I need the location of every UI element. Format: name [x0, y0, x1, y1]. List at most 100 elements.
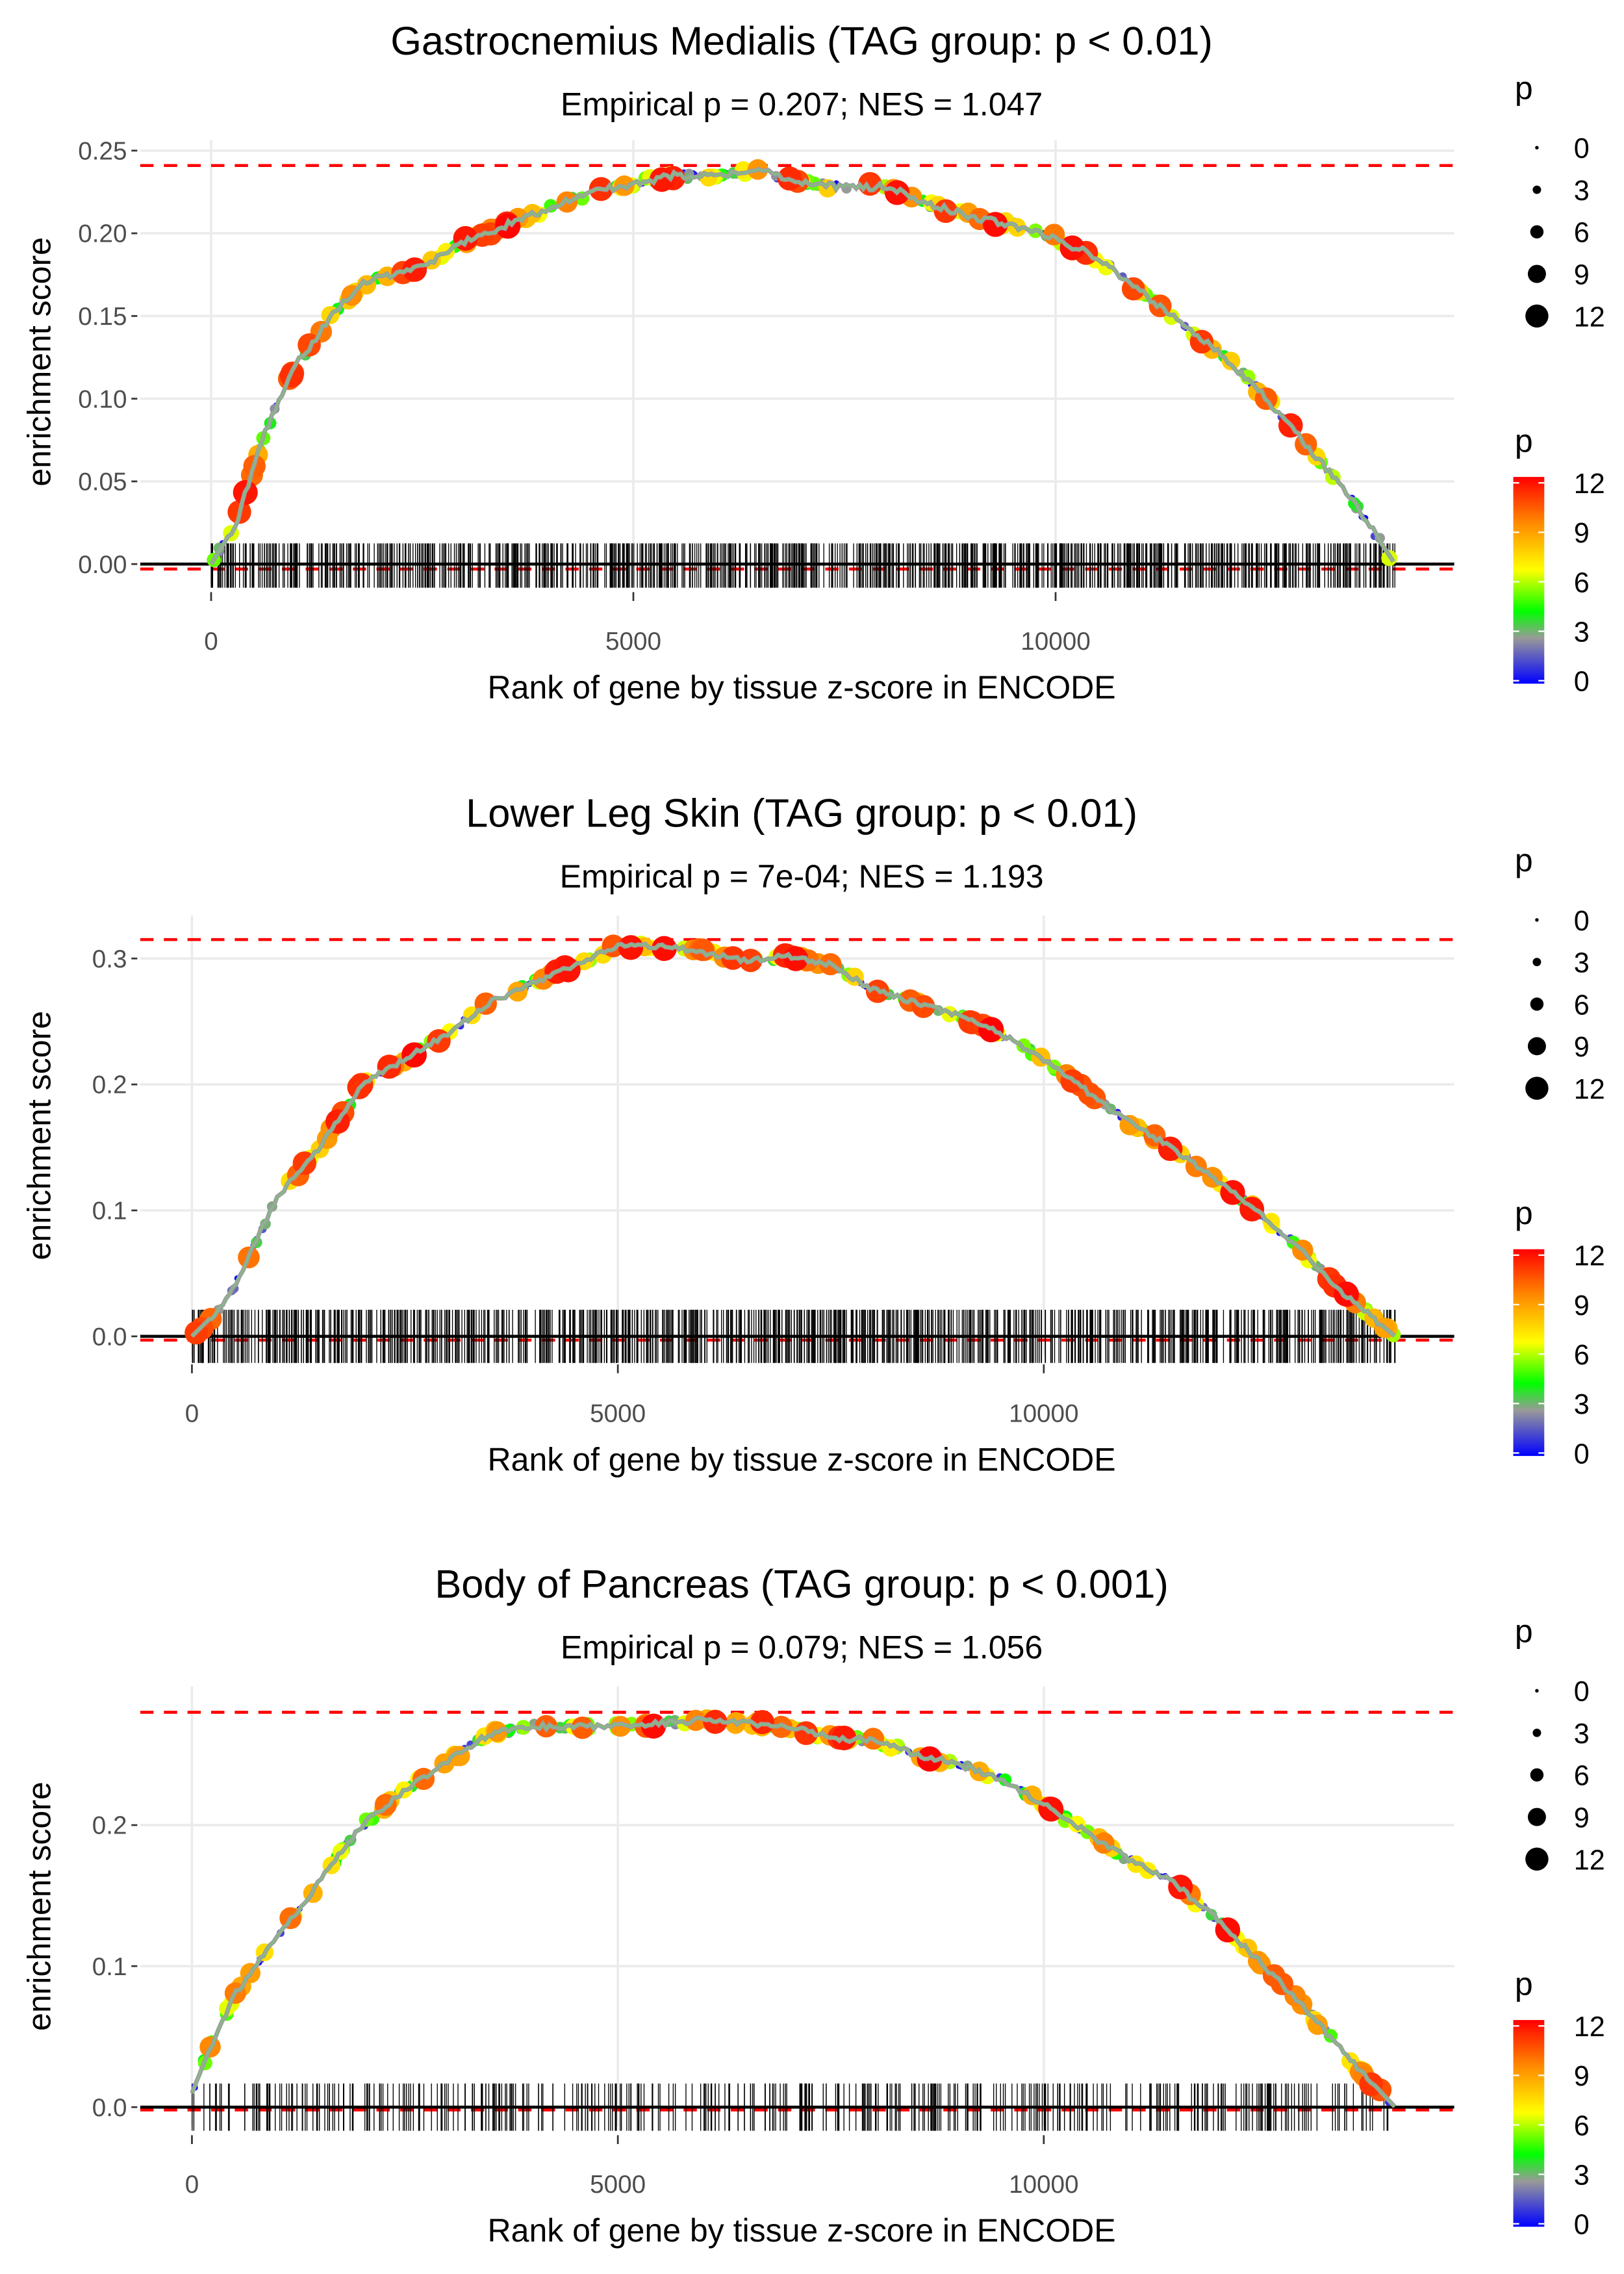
color-legend-label: 12: [1574, 2012, 1605, 2043]
color-legend-title: p: [1515, 422, 1533, 459]
color-legend-label: 6: [1574, 1340, 1590, 1371]
size-legend-dot: [1527, 1808, 1546, 1826]
size-legend-label: 6: [1574, 990, 1590, 1021]
enrichment-point: [571, 1716, 594, 1739]
x-tick-label: 0: [185, 2171, 199, 2199]
y-tick-label: 0.00: [78, 551, 127, 579]
x-tick-label: 5000: [590, 1400, 646, 1428]
enrichment-points: [207, 159, 1398, 567]
running-sum-line-highlight: [210, 168, 1394, 565]
size-legend-dot: [1535, 1689, 1539, 1693]
chart-title: Body of Pancreas (TAG group: p < 0.001): [435, 1562, 1169, 1607]
color-legend-label: 0: [1574, 1438, 1590, 1470]
size-legend-dot: [1525, 1847, 1549, 1871]
chart-title: Lower Leg Skin (TAG group: p < 0.01): [466, 791, 1137, 836]
enrichment-point: [649, 167, 674, 192]
chart-subtitle: Empirical p = 0.207; NES = 1.047: [561, 86, 1043, 122]
size-legend-dot: [1532, 958, 1542, 967]
x-tick-label: 5000: [590, 2171, 646, 2199]
size-legend-dot: [1527, 1037, 1546, 1056]
size-legend-label: 6: [1574, 218, 1590, 249]
y-tick-label: 0.15: [78, 303, 127, 331]
y-tick-label: 0.0: [92, 1323, 127, 1351]
y-axis-label: enrichment score: [21, 1011, 57, 1260]
color-legend-title: p: [1515, 1965, 1533, 2002]
running-sum-line: [190, 1715, 1397, 2108]
color-bar: [1513, 1249, 1545, 1456]
size-legend-dot: [1535, 918, 1539, 922]
color-legend: p 12 9 6 3 0: [1513, 1195, 1605, 1470]
y-tick-label: 0.1: [92, 1197, 127, 1225]
chart-subtitle: Empirical p = 7e-04; NES = 1.193: [560, 858, 1044, 895]
x-tick-label: 10000: [1009, 2171, 1078, 2199]
color-legend-label: 3: [1574, 1389, 1590, 1420]
size-legend-dot: [1527, 264, 1546, 283]
color-legend-label: 6: [1574, 567, 1590, 598]
size-legend-dot: [1532, 185, 1542, 194]
color-legend-label: 12: [1574, 1241, 1605, 1272]
size-legend-label: 0: [1574, 906, 1590, 937]
size-legend-label: 12: [1574, 1074, 1605, 1105]
x-tick-label: 10000: [1021, 628, 1090, 656]
enrichment-point: [618, 935, 644, 960]
color-legend-label: 3: [1574, 2160, 1590, 2191]
size-legend-dot: [1525, 304, 1549, 328]
size-legend-dot: [1535, 146, 1539, 150]
size-legend-label: 12: [1574, 1845, 1605, 1876]
color-legend-title: p: [1515, 1195, 1533, 1231]
color-legend-label: 9: [1574, 518, 1590, 549]
color-legend-label: 0: [1574, 2210, 1590, 2241]
chart-title: Gastrocnemius Medialis (TAG group: p < 0…: [390, 19, 1213, 64]
panel-2: Lower Leg Skin (TAG group: p < 0.01) Empi…: [21, 791, 1605, 1478]
x-axis-label: Rank of gene by tissue z-score in ENCODE: [488, 1442, 1116, 1478]
size-legend-label: 0: [1574, 1676, 1590, 1707]
size-legend-label: 9: [1574, 1803, 1590, 1834]
y-axis-label: enrichment score: [21, 1782, 57, 2031]
color-legend-label: 12: [1574, 468, 1605, 500]
size-legend-label: 3: [1574, 1718, 1590, 1750]
y-tick-label: 0.20: [78, 220, 127, 248]
size-legend: p 0 3 6 9 12: [1515, 1613, 1605, 1876]
enrichment-point: [610, 1715, 631, 1737]
enrichment-points: [191, 1709, 1393, 2106]
y-tick-label: 0.25: [78, 137, 127, 165]
y-tick-label: 0.3: [92, 945, 127, 973]
y-tick-label: 0.2: [92, 1071, 127, 1099]
size-legend-label: 9: [1574, 1032, 1590, 1063]
color-bar: [1513, 2020, 1545, 2227]
color-legend-label: 9: [1574, 1290, 1590, 1322]
size-legend-label: 0: [1574, 133, 1590, 164]
x-tick-label: 10000: [1009, 1400, 1078, 1428]
size-legend-label: 3: [1574, 175, 1590, 207]
x-axis-label: Rank of gene by tissue z-score in ENCODE: [488, 2212, 1116, 2249]
running-sum-line-highlight: [191, 943, 1395, 1337]
size-legend-dot: [1530, 225, 1544, 239]
y-tick-label: 0.05: [78, 468, 127, 496]
x-tick-label: 0: [185, 1400, 199, 1428]
x-tick-label: 0: [204, 628, 218, 656]
running-sum-line: [190, 941, 1397, 1338]
enrichment-point: [1119, 1115, 1140, 1136]
enrichment-points: [184, 934, 1401, 1345]
size-legend-dot: [1530, 1768, 1544, 1782]
y-axis-label: enrichment score: [21, 237, 57, 486]
size-legend-title: p: [1515, 70, 1533, 106]
color-legend-label: 3: [1574, 617, 1590, 648]
panel-3: Body of Pancreas (TAG group: p < 0.001) E…: [21, 1562, 1605, 2249]
y-tick-label: 0.10: [78, 385, 127, 413]
size-legend: p 0 3 6 9 12: [1515, 842, 1605, 1105]
panel-1: Gastrocnemius Medialis (TAG group: p < 0…: [21, 19, 1605, 706]
size-legend: p 0 3 6 9 12: [1515, 70, 1605, 333]
y-tick-label: 0.0: [92, 2094, 127, 2122]
size-legend-label: 3: [1574, 948, 1590, 979]
size-legend-dot: [1532, 1728, 1542, 1737]
y-tick-label: 0.2: [92, 1812, 127, 1840]
size-legend-label: 12: [1574, 301, 1605, 333]
running-sum-line-highlight: [191, 1717, 1395, 2108]
color-legend-label: 0: [1574, 667, 1590, 698]
color-legend-label: 6: [1574, 2110, 1590, 2141]
size-legend-title: p: [1515, 842, 1533, 878]
gene-hit-barcode: [210, 543, 1395, 588]
color-bar: [1513, 477, 1545, 684]
